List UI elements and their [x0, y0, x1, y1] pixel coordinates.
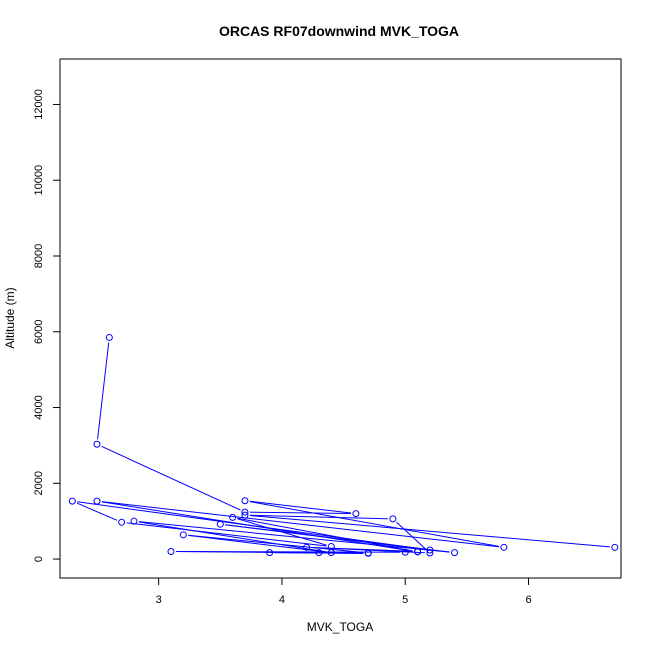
data-point	[167, 547, 175, 555]
series-segment	[77, 501, 426, 550]
chart-title: ORCAS RF07downwind MVK_TOGA	[219, 23, 459, 39]
data-point	[327, 549, 335, 557]
data-point	[500, 543, 508, 551]
y-tick-label: 2000	[33, 471, 45, 495]
series-segment	[249, 501, 500, 547]
series-segment	[188, 534, 327, 553]
data-point	[352, 510, 360, 518]
data-point	[364, 549, 372, 557]
data-point	[303, 543, 311, 551]
data-point	[241, 497, 249, 505]
data-point	[130, 517, 138, 525]
y-axis-label: Altitude (m)	[3, 287, 17, 348]
series-segment	[101, 501, 499, 548]
y-axis: 0 2000 4000 6000 8000 10000 12000	[33, 89, 61, 562]
x-tick-label: 5	[402, 594, 408, 606]
series-segment	[138, 521, 450, 553]
series-segment	[175, 550, 401, 553]
x-axis: 3 4 5 6	[156, 577, 532, 606]
series-markers	[68, 333, 619, 557]
series-segment	[126, 522, 327, 547]
data-point	[216, 520, 224, 528]
series-segment	[249, 515, 610, 548]
series-segment	[101, 445, 241, 511]
y-tick-label: 6000	[33, 320, 45, 344]
y-tick-label: 4000	[33, 395, 45, 419]
series-mvk-toga	[68, 333, 619, 557]
x-tick-label: 6	[525, 594, 531, 606]
data-point	[68, 497, 76, 505]
x-axis-label: MVK_TOGA	[307, 620, 373, 634]
data-point	[118, 518, 126, 526]
y-tick-label: 12000	[33, 89, 45, 120]
data-point	[105, 333, 113, 341]
data-point	[93, 497, 101, 505]
data-point	[426, 546, 434, 554]
series-segment	[249, 514, 388, 520]
data-point	[229, 513, 237, 521]
data-point	[389, 515, 397, 523]
series-segment	[97, 342, 110, 440]
series-segment	[225, 524, 450, 553]
series-segment	[249, 500, 352, 514]
x-tick-label: 4	[279, 594, 285, 606]
series-segment	[188, 534, 364, 554]
data-point	[241, 511, 249, 519]
series-segment	[249, 511, 351, 515]
y-tick-label: 0	[33, 556, 45, 562]
data-point	[93, 440, 101, 448]
data-point	[266, 549, 274, 557]
y-tick-label: 10000	[33, 165, 45, 196]
data-point	[401, 548, 409, 556]
series-segment	[138, 521, 327, 553]
data-point	[241, 508, 249, 516]
data-point	[414, 547, 422, 555]
data-point	[451, 549, 459, 557]
data-point	[179, 531, 187, 539]
data-point	[611, 543, 619, 551]
series-segments	[76, 342, 610, 554]
data-point	[426, 549, 434, 557]
data-point	[315, 549, 323, 557]
x-tick-label: 3	[156, 594, 162, 606]
series-segment	[76, 502, 118, 521]
y-tick-label: 8000	[33, 244, 45, 268]
series-segment	[396, 521, 427, 550]
